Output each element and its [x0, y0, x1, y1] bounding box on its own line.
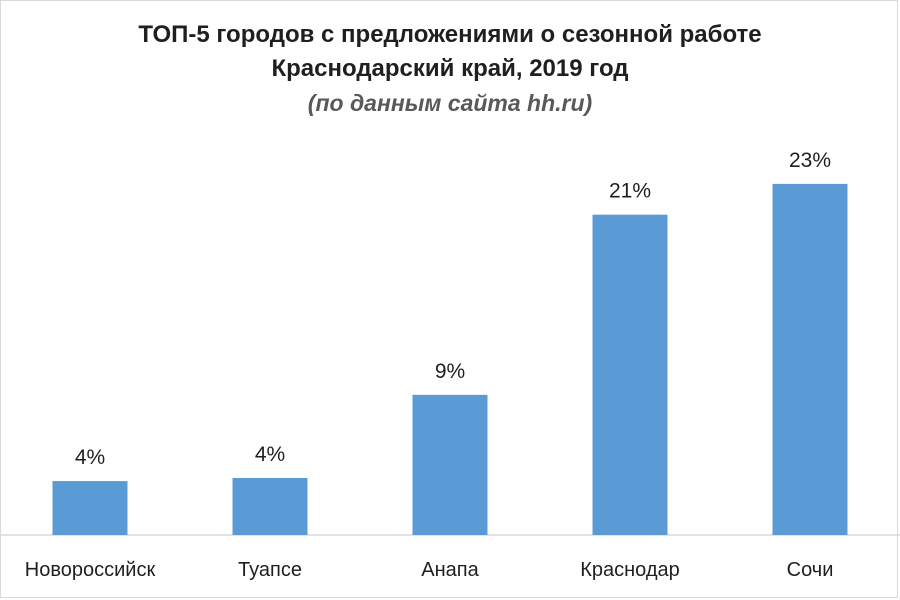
- bar-1: [52, 481, 128, 535]
- x-tick-label-3: Анапа: [421, 559, 479, 581]
- data-label-3: 9%: [435, 360, 465, 383]
- data-label-1: 4%: [75, 446, 105, 469]
- chart-title-block: ТОП-5 городов с предложениями о сезонной…: [0, 18, 900, 120]
- bar-2: [232, 478, 308, 535]
- x-tick-label-1: Новороссийск: [25, 559, 156, 581]
- bar-5: [772, 183, 848, 535]
- chart-subtitle: (по данным сайта hh.ru): [307, 90, 593, 116]
- chart-title-line2: Краснодарский край, 2019 год: [271, 55, 629, 82]
- bar-3: [412, 394, 488, 535]
- x-tick-label-5: Сочи: [787, 559, 834, 581]
- x-tick-label-4: Краснодар: [580, 559, 680, 581]
- data-label-5: 23%: [789, 149, 831, 172]
- data-label-2: 4%: [255, 443, 285, 466]
- chart-title: ТОП-5 городов с предложениями о сезонной…: [138, 21, 762, 48]
- bar-4: [592, 214, 668, 535]
- x-tick-label-2: Туапсе: [238, 559, 302, 581]
- data-label-4: 21%: [609, 180, 651, 203]
